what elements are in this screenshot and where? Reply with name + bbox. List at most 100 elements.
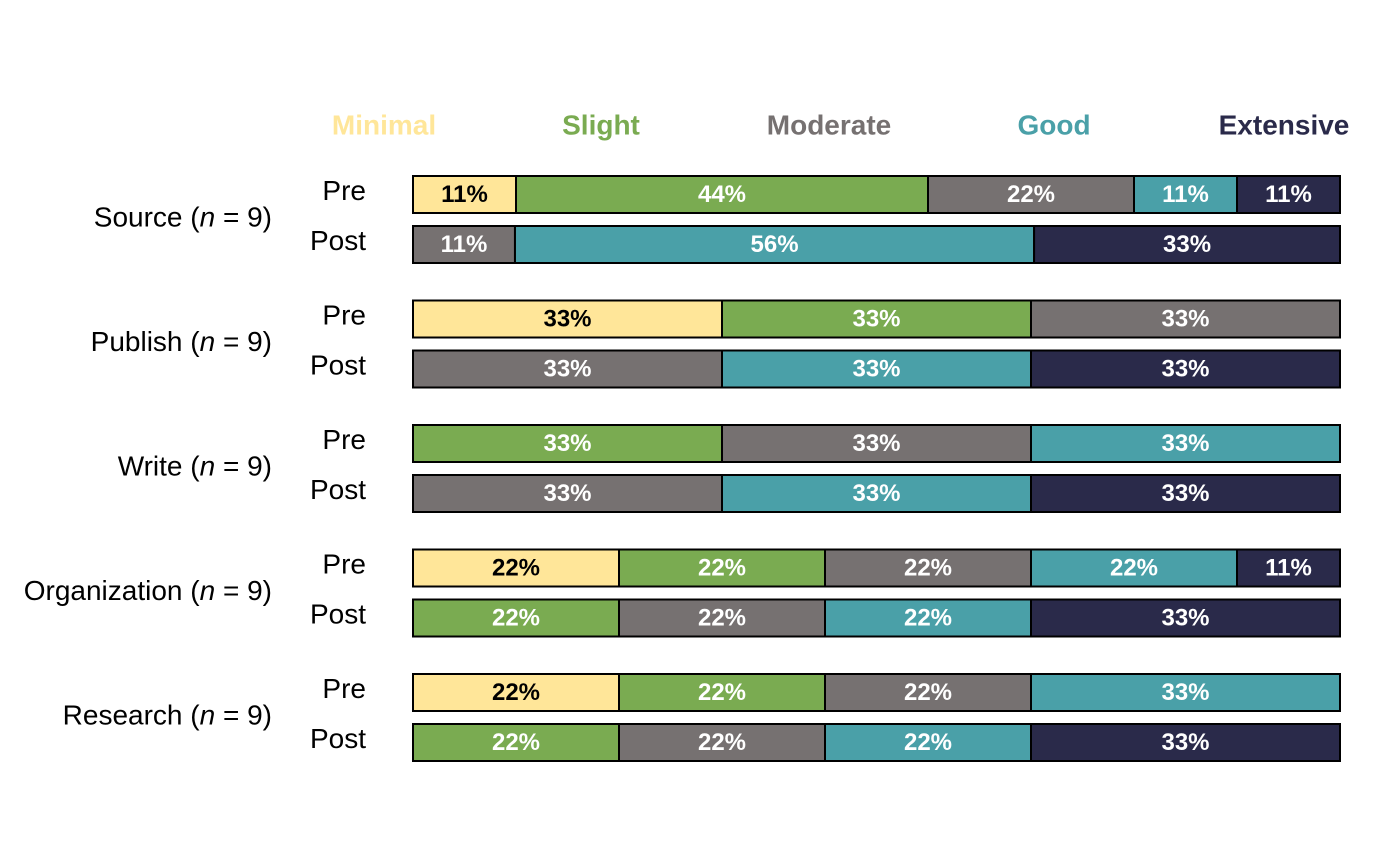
group-label: Organization (n = 9) — [24, 575, 272, 606]
data-label: 44% — [698, 181, 746, 208]
group-publish: Publish (n = 9) Pre 33% 33% 33% Post 33% 33% 33% — [91, 299, 1341, 389]
data-label: 33% — [852, 480, 900, 507]
bar-row-pre: Pre 11% 44% 22% 11% 11% — [322, 175, 1341, 214]
bar-segment-moderate — [412, 225, 516, 264]
legend-item-extensive: Extensive — [1219, 109, 1350, 140]
data-label: 33% — [1161, 480, 1209, 507]
legend-item-good: Good — [1017, 109, 1090, 140]
data-label: 33% — [543, 430, 591, 457]
data-label: 22% — [492, 554, 540, 581]
bar-segment-extensive — [1030, 349, 1341, 389]
data-label: 22% — [492, 679, 540, 706]
bar-segment-moderate — [824, 548, 1032, 588]
legend-item-slight: Slight — [562, 109, 640, 140]
data-label: 11% — [441, 231, 488, 258]
bar-segment-slight — [412, 723, 620, 762]
bar-row-pre: Pre 22% 22% 22% 33% — [322, 673, 1341, 712]
data-label: 22% — [1007, 181, 1055, 208]
bar-row-pre: Pre 33% 33% 33% — [322, 299, 1341, 339]
bar-segment-extensive — [1030, 723, 1341, 762]
data-label: 22% — [1110, 554, 1158, 581]
row-label: Post — [310, 598, 366, 629]
data-label: 33% — [852, 430, 900, 457]
data-label: 11% — [1162, 181, 1209, 208]
bar-segment-extensive — [1030, 598, 1341, 638]
data-label: 22% — [698, 679, 746, 706]
data-label: 33% — [1161, 355, 1209, 382]
bar-row-post: Post 22% 22% 22% 33% — [310, 723, 1341, 762]
data-label: 33% — [543, 480, 591, 507]
bar-segment-minimal — [412, 299, 723, 339]
bar-segment-slight — [618, 673, 826, 712]
group-label: Write (n = 9) — [118, 451, 272, 482]
bar-segment-good — [721, 474, 1032, 513]
bar-row-post: Post 33% 33% 33% — [310, 349, 1341, 389]
row-label: Post — [310, 723, 366, 754]
chart-groups: Source (n = 9) Pre 11% 44% 22% 11% 11% Post 11% 5… — [24, 175, 1341, 762]
bar-segment-extensive — [1236, 548, 1341, 588]
bar-segment-good — [824, 723, 1032, 762]
data-label: 22% — [492, 729, 540, 756]
bar-segment-slight — [721, 299, 1032, 339]
bar-row-pre: Pre 22% 22% 22% 22% 11% — [322, 548, 1341, 588]
data-label: 33% — [1161, 604, 1209, 631]
bar-segment-minimal — [412, 548, 620, 588]
bar-segment-good — [1030, 673, 1341, 712]
data-label: 33% — [1161, 729, 1209, 756]
bar-segment-moderate — [618, 598, 826, 638]
bar-segment-extensive — [1033, 225, 1341, 264]
bar-segment-extensive — [1236, 175, 1341, 214]
bar-segment-slight — [515, 175, 929, 214]
data-label: 22% — [698, 554, 746, 581]
bar-row-post: Post 11% 56% 33% — [310, 225, 1341, 264]
bar-segment-good — [513, 225, 1036, 264]
bar-segment-moderate — [412, 349, 723, 389]
data-label: 22% — [904, 679, 952, 706]
data-label: 22% — [904, 554, 952, 581]
legend: Minimal Slight Moderate Good Extensive — [332, 109, 1349, 140]
data-label: 22% — [492, 604, 540, 631]
legend-item-minimal: Minimal — [332, 109, 436, 140]
bar-row-post: Post 33% 33% 33% — [310, 474, 1341, 513]
data-label: 11% — [441, 181, 488, 208]
group-source: Source (n = 9) Pre 11% 44% 22% 11% 11% Post 11% 5… — [94, 175, 1341, 264]
bar-segment-extensive — [1030, 474, 1341, 513]
data-label: 22% — [904, 604, 952, 631]
data-label: 33% — [1161, 430, 1209, 457]
data-label: 33% — [852, 305, 900, 332]
row-label: Pre — [322, 299, 366, 330]
bar-row-post: Post 22% 22% 22% 33% — [310, 598, 1341, 638]
bar-segment-moderate — [1030, 299, 1341, 339]
bar-row-pre: Pre 33% 33% 33% — [322, 424, 1341, 463]
group-research: Research (n = 9) Pre 22% 22% 22% 33% Post 22% 22… — [63, 673, 1341, 762]
group-label: Research (n = 9) — [63, 700, 272, 731]
bar-segment-good — [721, 349, 1032, 389]
data-label: 33% — [852, 355, 900, 382]
row-label: Post — [310, 474, 366, 505]
data-label: 33% — [543, 305, 591, 332]
bar-segment-good — [1030, 424, 1341, 463]
row-label: Pre — [322, 175, 366, 206]
data-label: 56% — [751, 231, 799, 258]
bar-segment-moderate — [927, 175, 1135, 214]
data-label: 22% — [698, 729, 746, 756]
bar-segment-moderate — [721, 424, 1032, 463]
data-label: 33% — [1161, 305, 1209, 332]
group-write: Write (n = 9) Pre 33% 33% 33% Post 33% 33% 33% — [118, 424, 1341, 513]
legend-item-moderate: Moderate — [767, 109, 891, 140]
row-label: Pre — [322, 548, 366, 579]
data-label: 11% — [1265, 181, 1312, 208]
group-label: Source (n = 9) — [94, 202, 272, 233]
row-label: Pre — [322, 673, 366, 704]
group-label: Publish (n = 9) — [91, 326, 272, 357]
data-label: 33% — [1163, 231, 1211, 258]
bar-segment-good — [824, 598, 1032, 638]
data-label: 33% — [1161, 679, 1209, 706]
row-label: Post — [310, 349, 366, 380]
row-label: Pre — [322, 424, 366, 455]
bar-segment-minimal — [412, 175, 517, 214]
data-label: 22% — [904, 729, 952, 756]
row-label: Post — [310, 225, 366, 256]
bar-segment-moderate — [618, 723, 826, 762]
